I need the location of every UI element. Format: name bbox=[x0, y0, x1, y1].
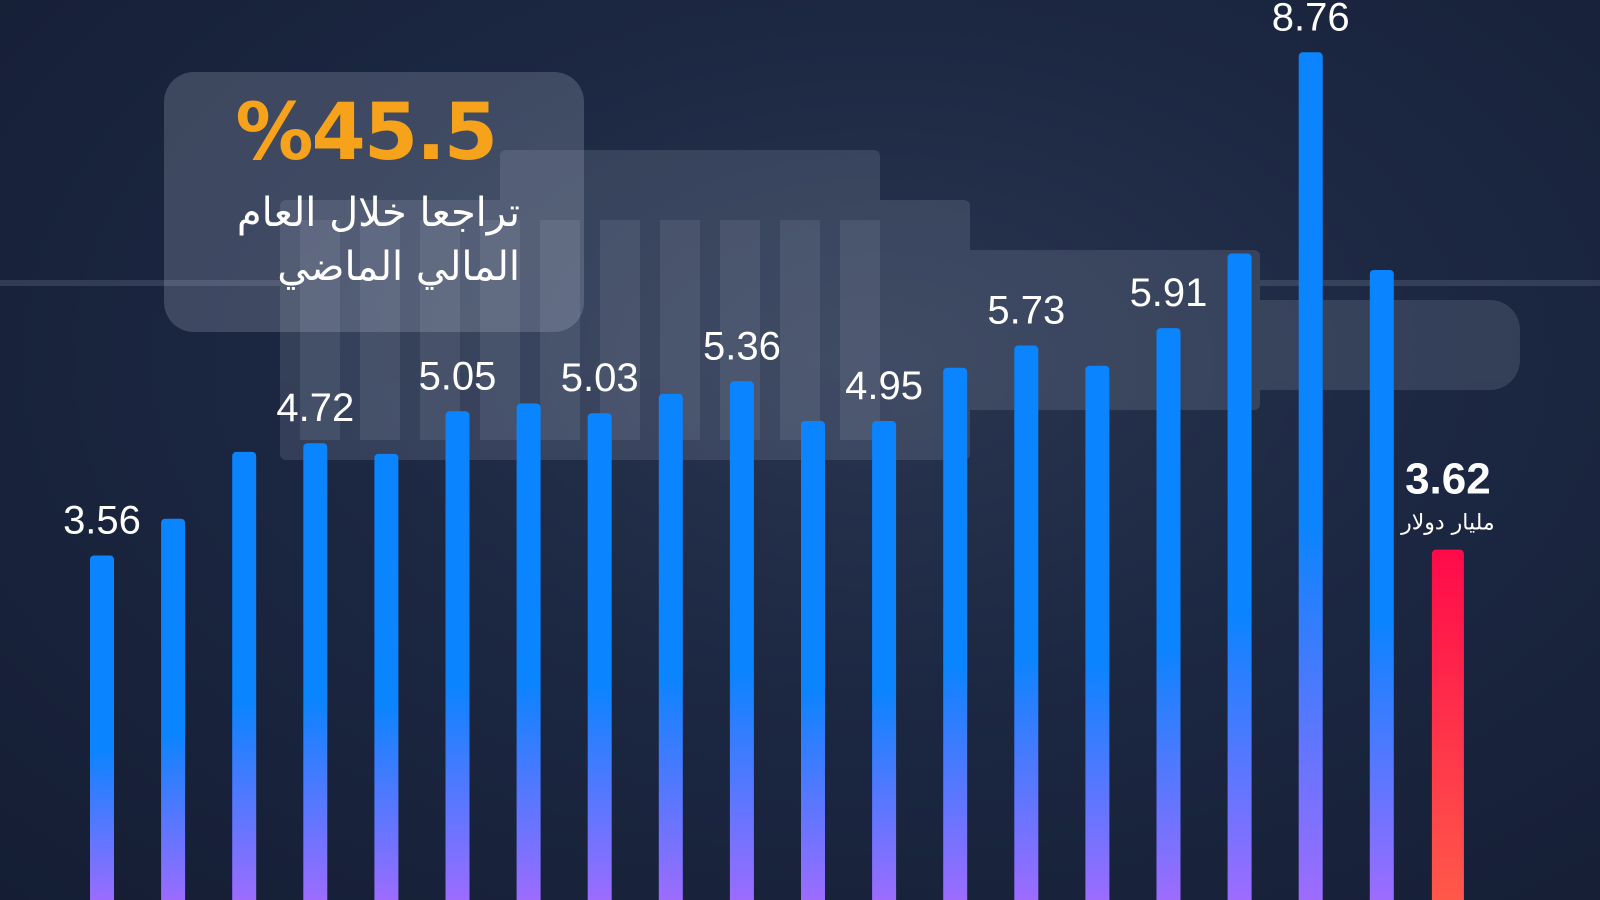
decline-caption-line1: تراجعا خلال العام bbox=[236, 190, 520, 236]
bar-unit-label: مليار دولار bbox=[1400, 511, 1495, 536]
bar bbox=[1085, 365, 1110, 900]
bar bbox=[1369, 270, 1394, 900]
bar bbox=[729, 381, 754, 900]
bar bbox=[303, 443, 328, 900]
bar bbox=[1227, 253, 1252, 900]
bar-value-label: 5.03 bbox=[561, 356, 639, 400]
bar bbox=[1014, 345, 1039, 900]
bar-value-label: 5.05 bbox=[419, 354, 497, 398]
bar-value-label: 4.72 bbox=[276, 386, 354, 430]
bar-value-label: 5.73 bbox=[987, 288, 1065, 332]
bar bbox=[872, 420, 897, 900]
bar-value-label: 5.36 bbox=[703, 324, 781, 368]
bar bbox=[587, 413, 612, 900]
bar bbox=[516, 403, 541, 900]
bar bbox=[445, 411, 470, 900]
bar bbox=[801, 420, 825, 900]
bar-value-label: 8.76 bbox=[1272, 0, 1350, 39]
bar-value-label: 4.95 bbox=[845, 364, 923, 408]
decline-caption-line2: المالي الماضي bbox=[277, 244, 520, 290]
decline-callout: %45.5 تراجعا خلال العام المالي الماضي bbox=[164, 72, 584, 332]
bar bbox=[943, 367, 968, 900]
bar-value-label: 5.91 bbox=[1130, 271, 1208, 315]
bar bbox=[1156, 328, 1181, 900]
bar bbox=[232, 451, 257, 900]
decline-percent: %45.5 bbox=[235, 88, 498, 178]
bar-value-label: 3.56 bbox=[63, 498, 141, 542]
bar bbox=[374, 453, 399, 900]
bar bbox=[658, 393, 683, 900]
bar bbox=[1298, 52, 1323, 900]
bar bbox=[161, 518, 186, 900]
bar-value-label-highlight: 3.62 bbox=[1405, 455, 1491, 504]
bar-highlight bbox=[1431, 549, 1464, 900]
bar bbox=[90, 555, 114, 900]
